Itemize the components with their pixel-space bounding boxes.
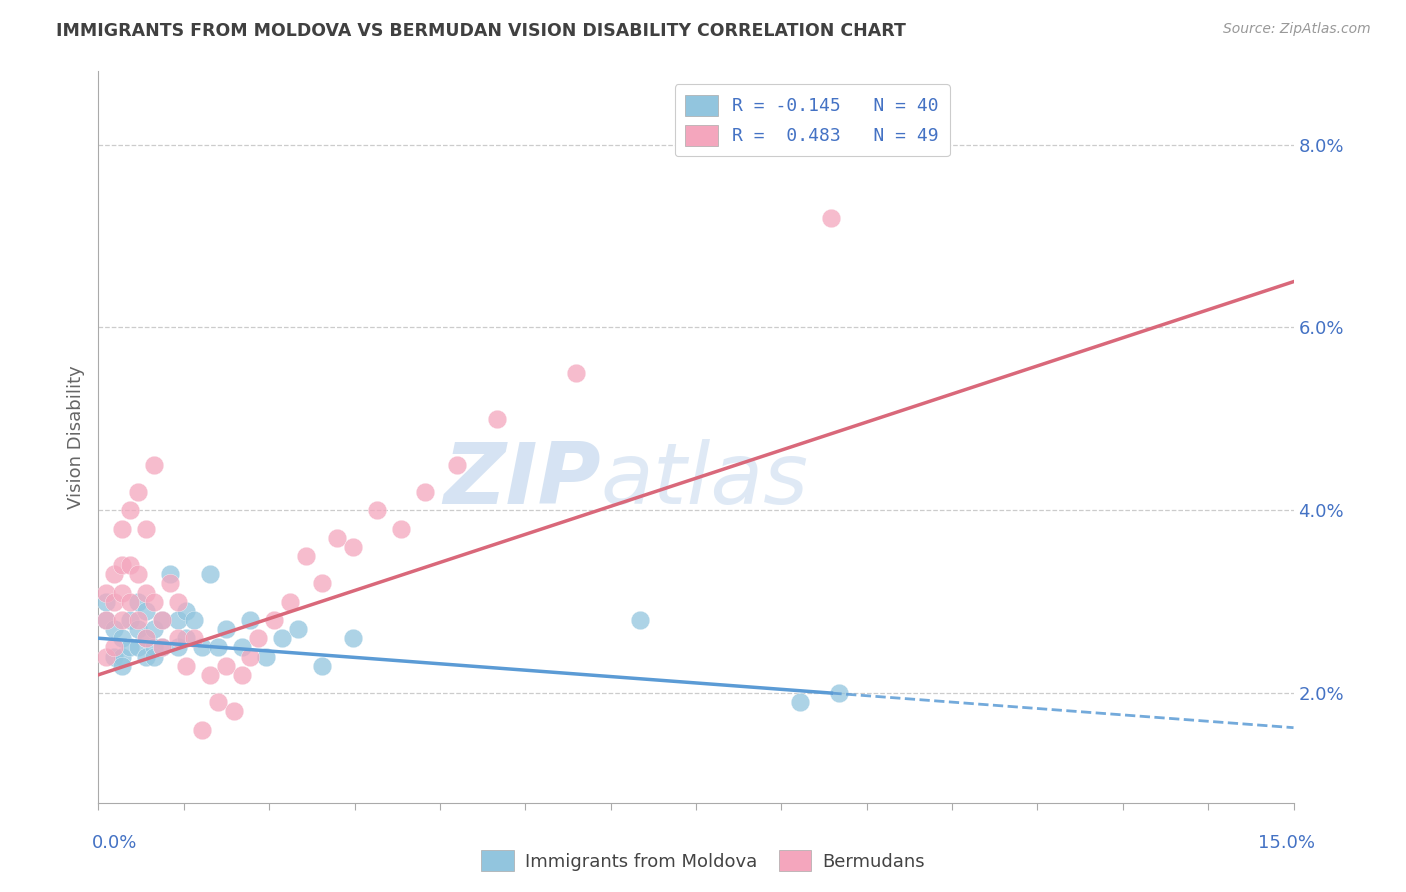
Point [150,640,173,655]
Point [342,632,364,646]
Point [198,567,221,582]
Point [278,594,301,608]
Point [287,622,309,636]
Point [191,723,214,737]
Point [215,622,238,636]
Point [96,585,118,599]
Point [135,585,157,599]
Point [120,640,142,655]
Point [111,613,134,627]
Point [246,632,269,646]
Point [103,640,125,655]
Point [174,632,197,646]
Point [127,485,149,500]
Legend: Immigrants from Moldova, Bermudans: Immigrants from Moldova, Bermudans [474,843,932,879]
Point [96,649,118,664]
Point [342,540,364,554]
Point [159,576,181,591]
Point [270,632,292,646]
Point [143,640,166,655]
Point [191,640,214,655]
Point [143,594,166,608]
Point [159,567,181,582]
Point [120,503,142,517]
Point [231,640,253,655]
Point [389,521,412,535]
Point [111,649,134,664]
Point [120,594,142,608]
Point [628,613,651,627]
Point [311,658,333,673]
Point [135,632,157,646]
Point [143,649,166,664]
Point [127,594,149,608]
Legend: R = -0.145   N = 40, R =  0.483   N = 49: R = -0.145 N = 40, R = 0.483 N = 49 [675,84,950,156]
Point [135,649,157,664]
Point [127,613,149,627]
Point [135,521,157,535]
Point [103,594,125,608]
Point [111,521,134,535]
Point [183,613,205,627]
Text: Source: ZipAtlas.com: Source: ZipAtlas.com [1223,22,1371,37]
Point [198,667,221,682]
Point [366,503,388,517]
Point [96,613,118,627]
Point [120,558,142,573]
Point [111,558,134,573]
Point [143,622,166,636]
Point [239,649,262,664]
Point [565,366,588,380]
Text: ZIP: ZIP [443,440,600,523]
Y-axis label: Vision Disability: Vision Disability [66,365,84,509]
Text: 15.0%: 15.0% [1257,834,1315,852]
Point [167,632,190,646]
Point [239,613,262,627]
Point [446,458,468,472]
Point [207,695,229,709]
Text: IMMIGRANTS FROM MOLDOVA VS BERMUDAN VISION DISABILITY CORRELATION CHART: IMMIGRANTS FROM MOLDOVA VS BERMUDAN VISI… [56,22,905,40]
Point [311,576,333,591]
Point [103,567,125,582]
Text: atlas: atlas [600,440,808,523]
Point [143,458,166,472]
Point [111,658,134,673]
Point [789,695,811,709]
Point [222,705,245,719]
Point [150,613,173,627]
Point [167,613,190,627]
Point [174,604,197,618]
Point [111,585,134,599]
Point [96,594,118,608]
Point [254,649,277,664]
Point [111,632,134,646]
Point [150,613,173,627]
Point [127,622,149,636]
Point [103,649,125,664]
Point [294,549,316,563]
Point [150,640,173,655]
Point [127,567,149,582]
Point [207,640,229,655]
Point [413,485,436,500]
Point [135,632,157,646]
Point [96,613,118,627]
Point [231,667,253,682]
Point [167,640,190,655]
Point [215,658,238,673]
Text: 0.0%: 0.0% [91,834,136,852]
Point [820,211,842,225]
Point [263,613,285,627]
Point [485,412,508,426]
Point [103,622,125,636]
Point [135,604,157,618]
Point [127,640,149,655]
Point [174,658,197,673]
Point [183,632,205,646]
Point [120,613,142,627]
Point [167,594,190,608]
Point [828,686,851,700]
Point [326,531,349,545]
